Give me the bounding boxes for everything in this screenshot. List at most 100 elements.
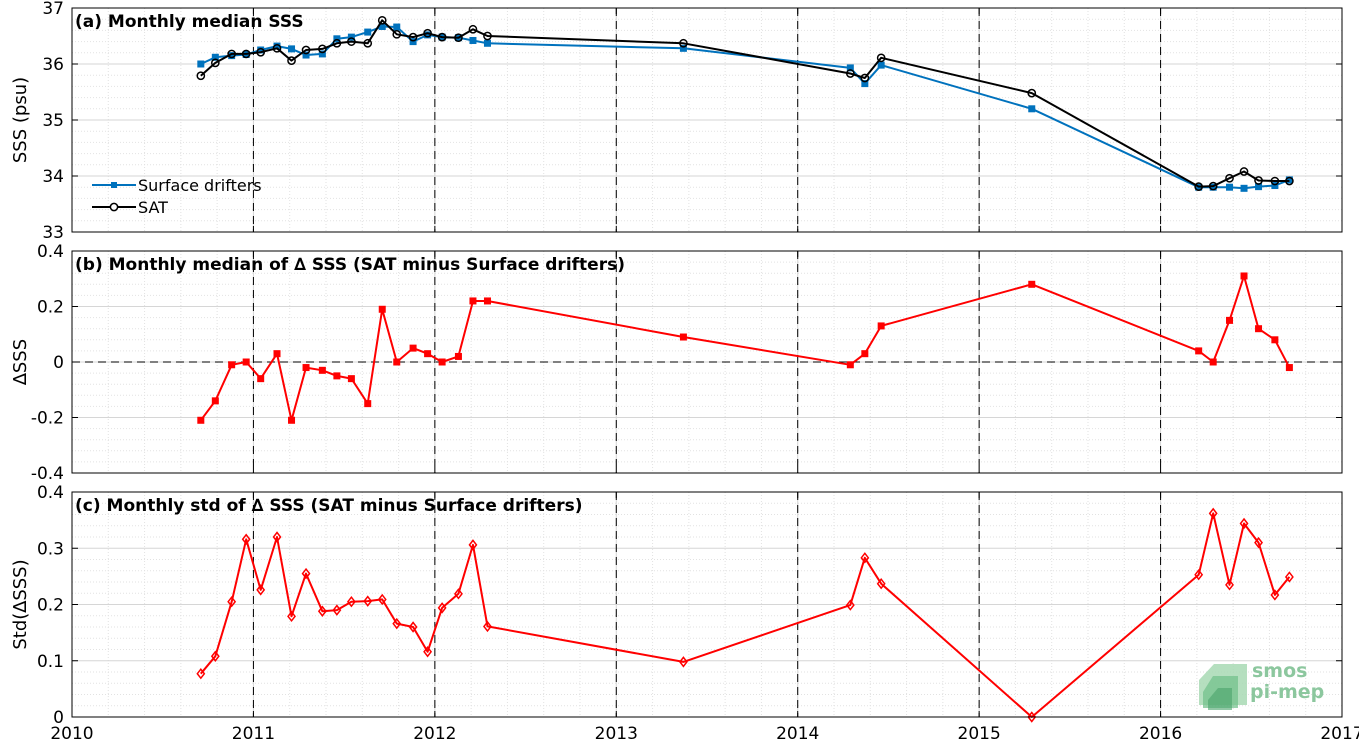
series-line [200, 25, 1290, 190]
data-point [347, 37, 356, 46]
data-point [1225, 173, 1234, 183]
data-point [377, 593, 387, 606]
y-axis-label: SSS (psu) [10, 77, 31, 163]
data-point [256, 584, 266, 596]
x-tick-label: 2011 [232, 724, 275, 744]
data-point [861, 80, 869, 88]
data-point [408, 32, 418, 42]
data-point [392, 617, 402, 630]
data-point [409, 344, 417, 352]
data-point [347, 33, 355, 41]
data-point [301, 45, 311, 55]
data-point [469, 36, 477, 44]
data-point [877, 61, 885, 69]
data-point [469, 297, 477, 305]
y-tick-label: 34 [42, 167, 64, 187]
data-point [1208, 507, 1218, 520]
legend-entry: Surface drifters [138, 176, 262, 195]
data-point [332, 38, 342, 48]
panel-title: (a) Monthly median SSS [75, 12, 304, 32]
x-tick-label: 2013 [595, 724, 638, 744]
data-point [845, 69, 855, 78]
y-tick-label: 0.3 [37, 539, 64, 559]
data-point [483, 297, 491, 305]
data-point [1209, 358, 1217, 366]
data-point [287, 610, 296, 623]
data-point [1239, 167, 1249, 176]
data-point [468, 24, 478, 34]
y-tick-label: 0.4 [37, 483, 64, 503]
data-point [363, 38, 373, 48]
data-point [1194, 182, 1204, 191]
data-point [288, 45, 296, 53]
data-point [318, 366, 326, 374]
data-point [211, 397, 219, 405]
data-point [302, 364, 310, 372]
data-point [846, 361, 854, 369]
data-point [1226, 316, 1234, 324]
y-tick-label: 36 [42, 55, 64, 75]
x-tick-label: 2017 [1320, 724, 1359, 744]
zero-line-layer [72, 8, 1342, 717]
data-point [423, 646, 433, 658]
data-point [228, 361, 236, 369]
data-point [332, 604, 342, 616]
data-point [860, 552, 870, 564]
y-tick-label: 0.4 [37, 242, 64, 262]
y-tick-label: -0.2 [31, 409, 64, 429]
data-point [393, 23, 401, 31]
data-point [1027, 711, 1037, 723]
data-point [483, 31, 492, 41]
data-point [242, 358, 250, 366]
data-point [1239, 517, 1249, 530]
data-point [1270, 589, 1280, 601]
data-point [483, 39, 491, 47]
data-point [227, 49, 237, 59]
data-point [257, 375, 265, 383]
y-tick-label: 0 [53, 708, 64, 728]
data-point [241, 533, 251, 545]
logo-text-pi-mep: pi-mep [1250, 681, 1324, 703]
legend-marker [109, 202, 119, 212]
x-tick-label: 2010 [50, 724, 93, 744]
data-point [363, 595, 373, 607]
data-point [454, 33, 463, 43]
y-axis-label: ∆SSS [10, 339, 31, 386]
data-point [301, 567, 311, 580]
series-line [199, 275, 1291, 422]
data-point [364, 28, 372, 36]
y-axis-label: Std(∆SSS) [10, 559, 31, 649]
data-point [210, 58, 220, 68]
data-point [1285, 364, 1293, 372]
data-point [318, 44, 327, 54]
data-point [364, 400, 372, 408]
data-point [318, 50, 326, 58]
data-point [197, 60, 205, 68]
data-point [197, 416, 205, 424]
data-point [211, 53, 219, 61]
panel-title: (b) Monthly median of ∆ SSS (SAT minus S… [75, 255, 625, 275]
data-point [678, 656, 688, 668]
data-point [377, 15, 387, 25]
data-point [876, 53, 886, 63]
data-point [453, 588, 463, 600]
panel-title: (c) Monthly std of ∆ SSS (SAT minus Surf… [75, 496, 582, 516]
y-tick-label: 0.2 [37, 596, 64, 616]
legend-entry: SAT [138, 198, 168, 217]
data-point [287, 56, 296, 65]
data-point [437, 602, 447, 614]
y-tick-label: -0.4 [31, 464, 64, 484]
data-point [378, 305, 386, 313]
data-point [423, 28, 432, 38]
data-point [1271, 182, 1279, 190]
data-point [877, 322, 885, 330]
data-point [424, 350, 432, 358]
data-point [1208, 181, 1218, 191]
x-tick-label: 2016 [1139, 724, 1182, 744]
y-tick-label: 0 [53, 353, 64, 373]
data-point [196, 667, 206, 680]
data-point [845, 599, 855, 611]
data-point [317, 605, 327, 617]
